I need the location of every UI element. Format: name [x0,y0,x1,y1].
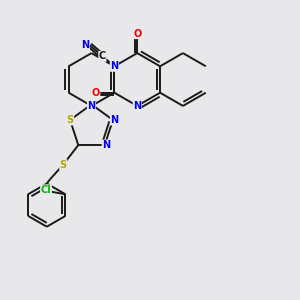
Text: N: N [87,101,96,111]
Text: N: N [102,140,110,150]
Text: Cl: Cl [40,185,51,195]
Text: N: N [133,101,141,111]
Text: C: C [99,51,106,62]
Text: O: O [133,28,141,39]
Text: N: N [81,40,89,50]
Text: N: N [110,115,118,125]
Text: N: N [110,61,118,71]
Text: O: O [92,88,100,98]
Text: S: S [60,160,67,170]
Text: S: S [67,115,74,125]
